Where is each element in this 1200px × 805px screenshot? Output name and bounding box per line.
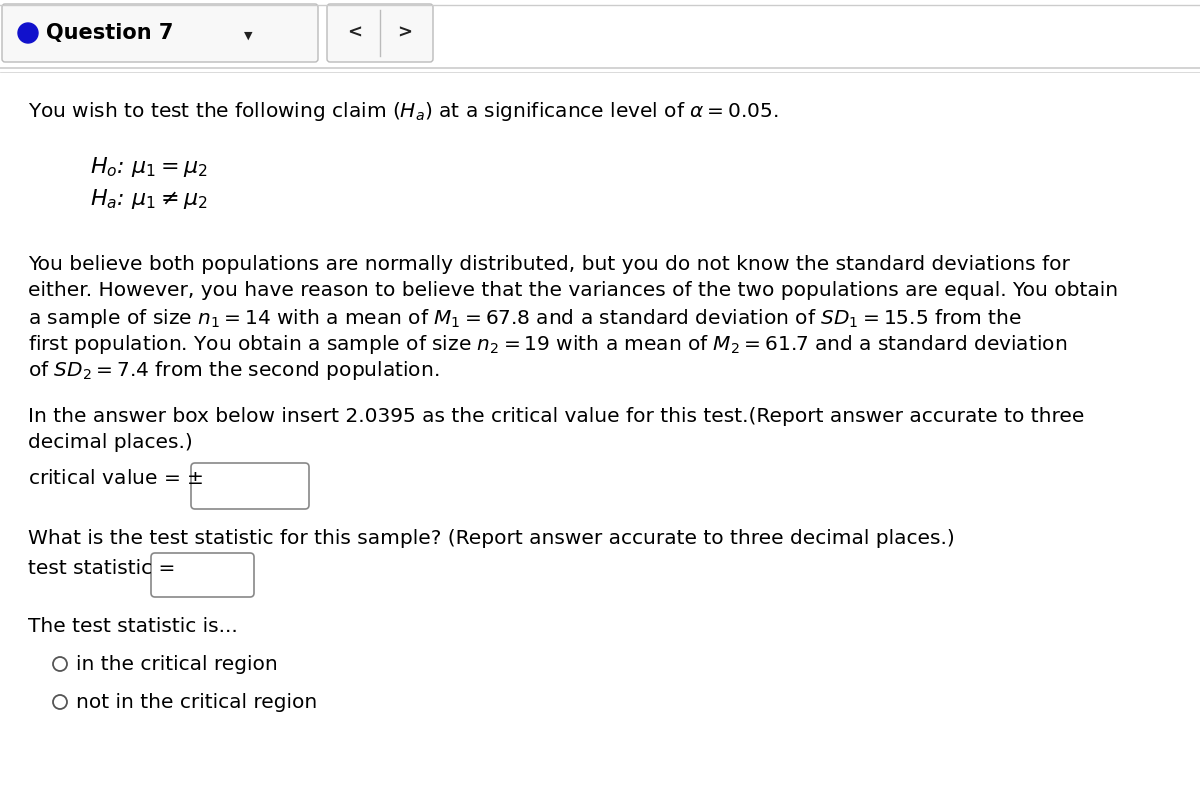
Text: $H_o$: $\mu_1 = \mu_2$: $H_o$: $\mu_1 = \mu_2$ bbox=[90, 155, 208, 179]
Text: Question 7: Question 7 bbox=[46, 23, 173, 43]
Text: in the critical region: in the critical region bbox=[76, 655, 277, 674]
Text: The test statistic is...: The test statistic is... bbox=[28, 617, 238, 636]
Text: You wish to test the following claim ($H_a$) at a significance level of $\alpha : You wish to test the following claim ($H… bbox=[28, 100, 779, 123]
Text: What is the test statistic for this sample? (Report answer accurate to three dec: What is the test statistic for this samp… bbox=[28, 529, 955, 548]
Text: $H_a$: $\mu_1 \neq \mu_2$: $H_a$: $\mu_1 \neq \mu_2$ bbox=[90, 187, 208, 211]
Text: <: < bbox=[348, 24, 362, 42]
Circle shape bbox=[18, 23, 38, 43]
Text: not in the critical region: not in the critical region bbox=[76, 693, 317, 712]
Text: a sample of size $n_1 = 14$ with a mean of $M_1 = 67.8$ and a standard deviation: a sample of size $n_1 = 14$ with a mean … bbox=[28, 307, 1022, 330]
FancyBboxPatch shape bbox=[151, 553, 254, 597]
Text: of $SD_2 = 7.4$ from the second population.: of $SD_2 = 7.4$ from the second populati… bbox=[28, 359, 439, 382]
FancyBboxPatch shape bbox=[326, 4, 433, 62]
Text: test statistic =: test statistic = bbox=[28, 559, 175, 578]
FancyBboxPatch shape bbox=[2, 4, 318, 62]
FancyBboxPatch shape bbox=[191, 463, 310, 509]
Text: >: > bbox=[397, 24, 413, 42]
Text: first population. You obtain a sample of size $n_2 = 19$ with a mean of $M_2 = 6: first population. You obtain a sample of… bbox=[28, 333, 1067, 356]
Text: critical value = $\pm$: critical value = $\pm$ bbox=[28, 469, 203, 488]
Text: either. However, you have reason to believe that the variances of the two popula: either. However, you have reason to beli… bbox=[28, 281, 1118, 300]
Text: You believe both populations are normally distributed, but you do not know the s: You believe both populations are normall… bbox=[28, 255, 1070, 274]
Text: In the answer box below insert 2.0395 as the critical value for this test.(Repor: In the answer box below insert 2.0395 as… bbox=[28, 407, 1085, 426]
Text: decimal places.): decimal places.) bbox=[28, 433, 193, 452]
Text: ▼: ▼ bbox=[244, 31, 252, 41]
